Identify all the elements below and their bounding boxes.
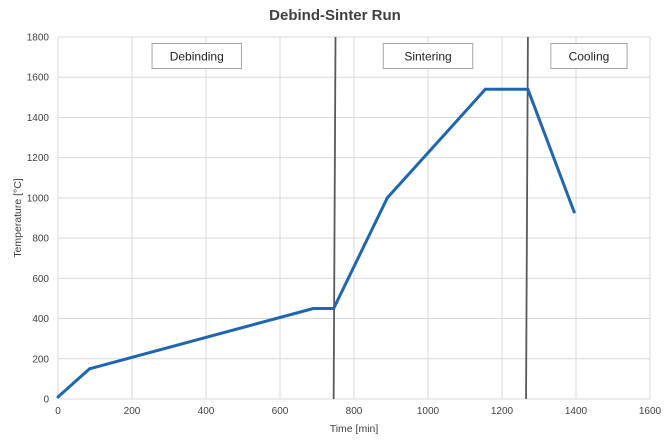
phase-divider-line [525,36,529,400]
y-tick-label: 800 [32,234,49,245]
series-line [56,87,576,399]
phase-label-box [382,43,474,69]
phase-label: Sintering [404,50,451,64]
y-tick-label: 1000 [27,193,50,204]
y-tick-label: 600 [32,274,49,285]
phase-divider-line [332,36,337,400]
data-point [56,395,60,399]
x-tick-label: 800 [346,406,363,417]
grid [57,36,651,400]
data-point [87,367,91,371]
x-tick-label: 1200 [491,406,514,417]
tick-labels: 0 200 400 600 800 1000 1200 1400 1600 1800 0 200 400… [27,33,662,418]
chart-title: Debind-Sinter Run [269,7,401,24]
y-tick-label: 1600 [27,73,50,84]
x-tick-label: 1400 [565,406,588,417]
x-tick-label: 1600 [639,406,662,417]
phase-dividers [332,36,529,400]
phase-label: Cooling [569,50,610,64]
x-tick-label: 600 [272,406,289,417]
series-layer [56,87,576,399]
y-tick-label: 200 [32,354,49,365]
phase-label-box [151,43,242,69]
x-tick-label: 400 [198,406,215,417]
y-tick-label: 1800 [27,33,50,44]
data-point [332,307,336,310]
data-point [572,210,576,214]
data-point [311,307,315,310]
x-tick-label: 1000 [417,406,440,417]
phase-label-box [550,43,628,69]
y-tick-label: 400 [32,314,49,325]
data-point [526,87,530,91]
y-axis-label: Temperature [°C] [12,178,24,258]
x-tick-label: 200 [124,406,141,417]
y-tick-label: 1400 [27,113,50,124]
y-tick-label: 1200 [27,153,50,164]
data-point [385,196,389,200]
data-point [483,87,487,91]
phase-label: Debinding [170,50,224,64]
x-tick-label: 0 [55,406,61,417]
x-axis-label: Time [min] [330,423,379,435]
y-tick-label: 0 [43,395,49,406]
phase-labels: Debinding Sintering Cooling [151,43,628,69]
